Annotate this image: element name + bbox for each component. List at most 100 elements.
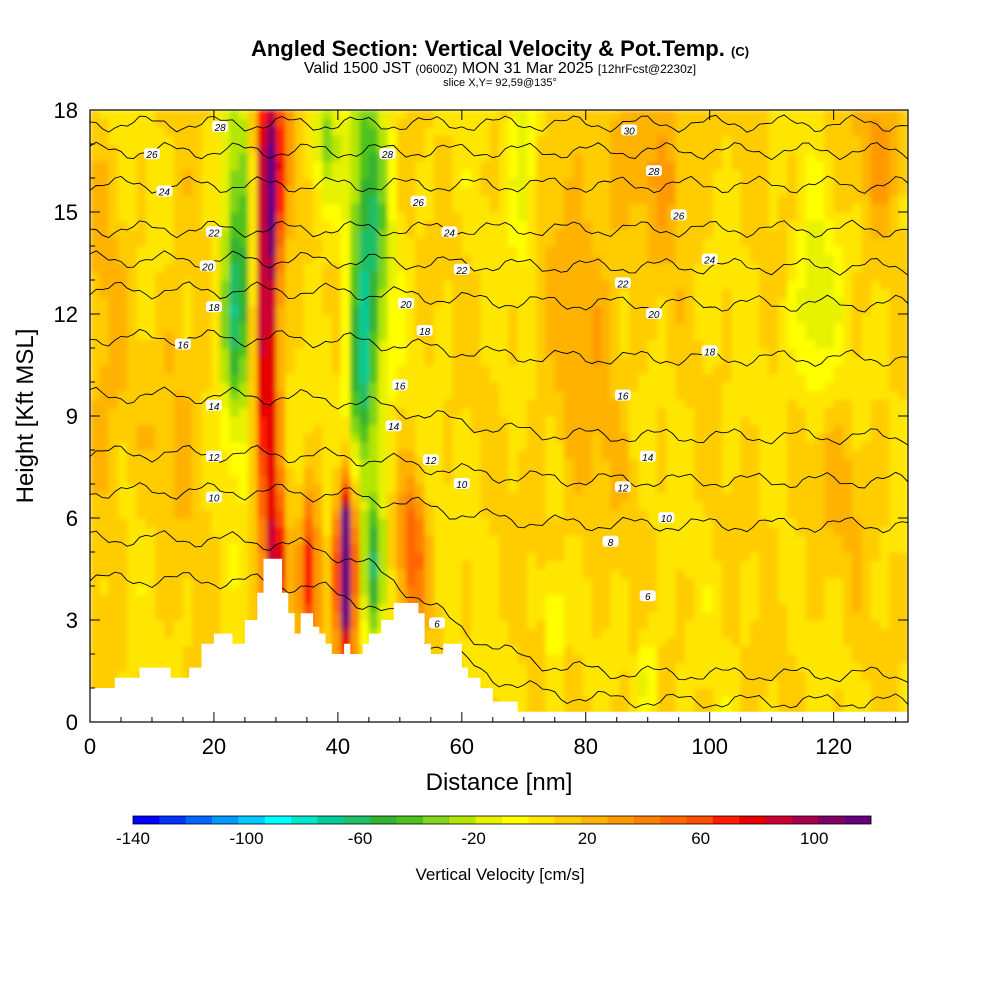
velocity-cell [647,118,658,128]
velocity-cell [601,254,612,264]
velocity-cell [666,305,677,315]
velocity-cell [340,492,351,502]
velocity-cell [666,594,677,604]
velocity-cell [471,237,482,247]
velocity-cell [554,611,565,621]
velocity-cell [582,339,593,349]
velocity-cell [173,441,184,451]
velocity-cell [145,535,156,545]
velocity-cell [359,382,370,392]
velocity-cell [545,220,556,230]
velocity-cell [192,169,203,179]
velocity-cell [210,441,221,451]
velocity-cell [684,365,695,375]
velocity-cell [452,569,463,579]
velocity-cell [610,560,621,570]
velocity-cell [257,492,268,502]
velocity-cell [564,688,575,698]
velocity-cell [517,552,528,562]
velocity-cell [136,399,147,409]
velocity-cell [108,586,119,596]
velocity-cell [619,475,630,485]
velocity-cell [173,169,184,179]
velocity-cell [192,492,203,502]
velocity-cell [331,620,342,630]
velocity-cell [629,696,640,706]
velocity-cell [582,492,593,502]
velocity-cell [294,399,305,409]
velocity-cell [629,450,640,460]
velocity-cell [266,127,277,137]
velocity-cell [536,620,547,630]
velocity-cell [145,161,156,171]
velocity-cell [536,382,547,392]
velocity-cell [201,271,212,281]
velocity-cell [387,127,398,137]
velocity-cell [108,654,119,664]
velocity-cell [638,348,649,358]
velocity-cell [192,237,203,247]
velocity-cell [266,297,277,307]
velocity-cell [266,195,277,205]
velocity-cell [303,535,314,545]
velocity-cell [164,254,175,264]
velocity-cell [99,611,110,621]
velocity-cell [508,348,519,358]
velocity-cell [127,246,138,256]
velocity-cell [99,433,110,443]
velocity-cell [564,594,575,604]
velocity-cell [722,161,733,171]
velocity-cell [545,390,556,400]
velocity-cell [517,407,528,417]
velocity-cell [127,424,138,434]
velocity-cell [313,611,324,621]
velocity-cell [368,526,379,536]
velocity-cell [210,263,221,273]
velocity-cell [368,161,379,171]
velocity-cell [322,407,333,417]
velocity-cell [145,603,156,613]
velocity-cell [99,535,110,545]
velocity-cell [610,399,621,409]
velocity-cell [722,526,733,536]
velocity-cell [433,203,444,213]
velocity-cell [396,475,407,485]
velocity-cell [192,280,203,290]
velocity-cell [619,110,630,120]
velocity-cell [694,195,705,205]
velocity-cell [499,654,509,664]
velocity-cell [368,433,379,443]
velocity-cell [601,118,612,128]
velocity-cell [192,458,203,468]
velocity-cell [471,322,482,332]
velocity-cell [313,305,324,315]
velocity-cell [508,229,519,239]
velocity-cell [480,594,491,604]
velocity-cell [722,195,733,205]
velocity-cell [499,441,509,451]
velocity-cell [489,263,500,273]
velocity-cell [164,178,175,188]
velocity-cell [331,594,342,604]
velocity-cell [675,603,686,613]
velocity-cell [694,509,705,519]
velocity-cell [573,271,584,281]
velocity-cell [499,594,509,604]
velocity-cell [638,229,649,239]
velocity-cell [452,161,463,171]
velocity-cell [722,509,733,519]
velocity-cell [406,518,417,528]
velocity-cell [378,552,389,562]
velocity-cell [573,492,584,502]
velocity-cell [517,246,528,256]
velocity-cell [712,543,723,553]
velocity-cell [647,339,658,349]
velocity-cell [461,552,472,562]
velocity-cell [313,552,324,562]
velocity-cell [731,671,742,681]
velocity-cell [350,322,361,332]
velocity-cell [210,509,221,519]
velocity-cell [564,365,575,375]
velocity-cell [155,594,166,604]
velocity-cell [647,365,658,375]
